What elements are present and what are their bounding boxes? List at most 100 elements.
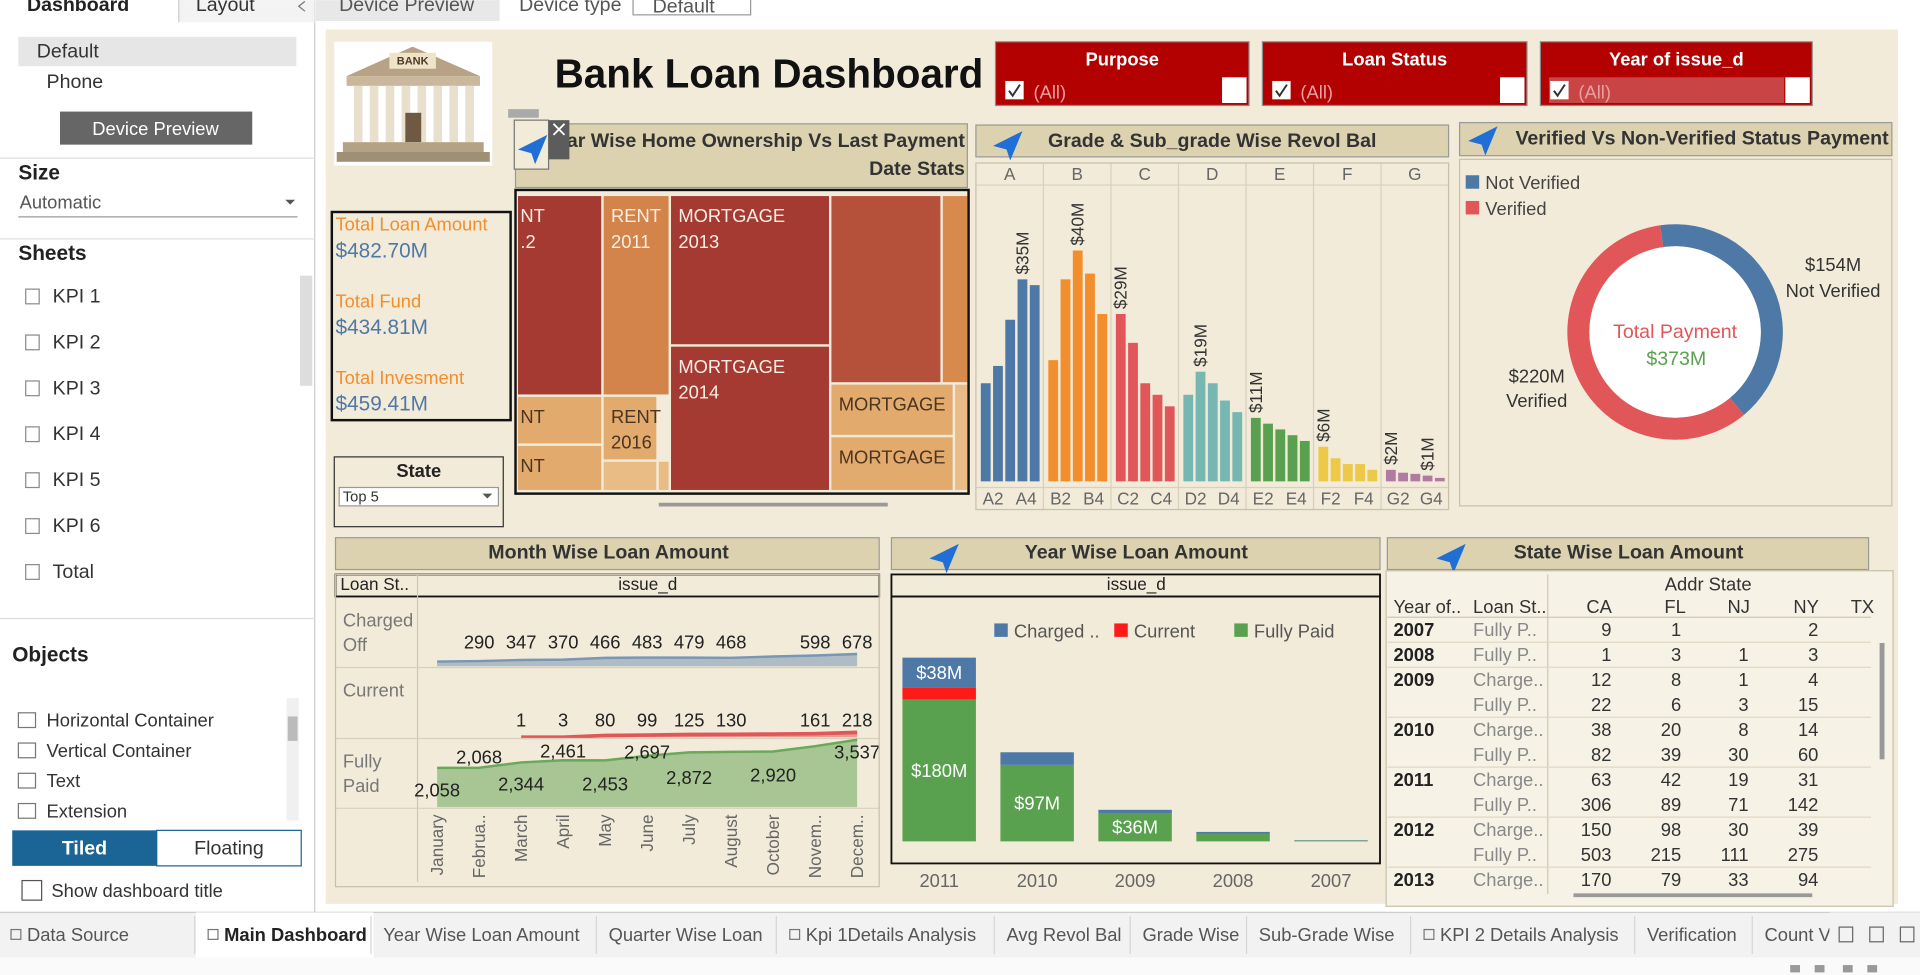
tab-icon [789,928,801,940]
sheet-item[interactable]: KPI 2 [53,331,101,353]
filter-value[interactable]: (All) [1578,81,1611,102]
layout-toggle[interactable] [12,830,157,866]
filter-checkbox[interactable] [1005,80,1024,100]
bar [1029,285,1040,482]
data-label: $38M [916,662,962,683]
state-dropdown[interactable] [338,486,499,507]
sheet-tab[interactable]: Avg Revol Bal [1007,924,1122,945]
data-label: 218 [842,710,873,731]
sheet-icon [25,380,40,397]
panel-title-bar [334,537,880,571]
data-label: $180M [911,760,967,781]
panel-title: Verified Vs Non-Verified Status Payment [1515,128,1889,150]
sheet-tab[interactable]: Year Wise Loan Amount [383,924,579,945]
filter-dropdown[interactable] [1222,77,1247,104]
treemap-label: 2013 [678,231,719,252]
object-item[interactable]: Horizontal Container [47,710,214,731]
sheet-tab[interactable]: Count V [1764,924,1831,945]
data-label: 80 [595,710,615,731]
row-status: Fully P.. [1473,694,1537,715]
row-header: Loan St.. [1473,596,1547,617]
device-dropdown[interactable] [632,0,752,16]
nav-icon[interactable] [1842,965,1853,973]
row-header: Year of.. [1393,596,1461,617]
filter-checkbox[interactable] [1272,80,1291,100]
treemap-label: .2 [520,231,535,252]
sidebar-tab[interactable]: Dashboard [27,0,129,16]
sidebar-tab[interactable]: Layout [196,0,255,16]
sheet-item[interactable]: KPI 4 [53,423,101,445]
legend-swatch [1465,200,1480,215]
object-item[interactable]: Extension [47,800,128,821]
panel-title-bar [514,123,968,189]
sheet-item[interactable]: Total [53,561,94,583]
sheet-tab[interactable]: Quarter Wise Loan [609,924,763,945]
x-axis-label: 2011 [919,870,958,891]
bar [1220,400,1230,482]
check-mark [1008,84,1021,98]
bar [1275,429,1286,482]
panel-title: Year Wise Loan Amount [1025,541,1249,563]
table-cell: 6 [1671,694,1681,715]
data-label: Verified [1506,390,1567,411]
close-icon [552,123,566,136]
device-option[interactable]: Phone [47,71,104,93]
logo-column [353,85,363,143]
object-item[interactable]: Text [47,770,81,791]
treemap-cell [671,346,829,490]
table-cell: 30 [1728,744,1748,765]
tab-action-icon[interactable] [1899,926,1915,943]
legend-swatch [994,623,1008,637]
row-status: Charge.. [1473,819,1543,840]
sheet-item[interactable]: KPI 5 [53,469,101,491]
treemap-label: RENT [611,205,661,226]
nav-icon[interactable] [1867,965,1878,973]
filter-value[interactable]: (All) [1300,81,1333,102]
treemap-cell [603,196,669,395]
treemap-cell [942,196,968,383]
sheet-item[interactable]: KPI 1 [53,285,101,307]
filter-value[interactable]: (All) [1033,81,1066,102]
sheet-tab[interactable]: Grade Wise [1142,924,1239,945]
legend-label: Fully Paid [1254,620,1335,641]
dropdown-value[interactable]: Automatic [20,192,102,213]
nav-icon[interactable] [1790,965,1800,973]
sheet-tab[interactable]: KPI 2 Details Analysis [1440,924,1619,945]
bar [1085,273,1095,482]
sheet-tab[interactable]: Main Dashboard [224,924,367,945]
logo-frieze [346,76,480,86]
row-status: Fully P.. [1473,794,1537,815]
object-item[interactable]: Vertical Container [47,740,192,761]
nav-icon[interactable] [1814,965,1825,973]
tab-icon [10,928,22,940]
treemap-frame [514,188,970,495]
filter-dropdown[interactable] [1500,77,1525,104]
row-year: 2010 [1393,719,1434,740]
treemap-cell [603,396,657,460]
tab-action-icon[interactable] [1869,926,1884,943]
toolbar-tab-label[interactable]: Device Preview [339,0,475,16]
sheet-tab[interactable]: Sub-Grade Wise [1259,924,1395,945]
device-option[interactable]: Default [37,41,100,63]
sheet-tab[interactable]: Data Source [27,924,129,945]
sheet-item[interactable]: KPI 6 [53,515,101,537]
object-icon [17,742,37,759]
legend-label: Not Verified [1485,172,1580,193]
sheet-icon [25,334,40,351]
sheet-tab[interactable]: Verification [1647,924,1737,945]
table-cell: 1 [1671,619,1681,640]
filter-dropdown[interactable] [1785,77,1810,104]
filter-checkbox[interactable] [1550,80,1569,100]
bar-segment [1294,840,1368,842]
checkbox[interactable] [21,879,43,901]
row-year: 2008 [1393,644,1434,665]
state-filter [333,456,504,528]
device-preview-button[interactable] [60,111,253,145]
treemap-cell [517,196,602,395]
data-label: $154M [1805,254,1861,275]
sheet-tab[interactable]: Kpi 1Details Analysis [806,924,976,945]
tab-icon [207,928,219,940]
layout-toggle[interactable] [156,829,302,867]
sheet-item[interactable]: KPI 3 [53,377,101,399]
tab-action-icon[interactable] [1838,926,1854,943]
